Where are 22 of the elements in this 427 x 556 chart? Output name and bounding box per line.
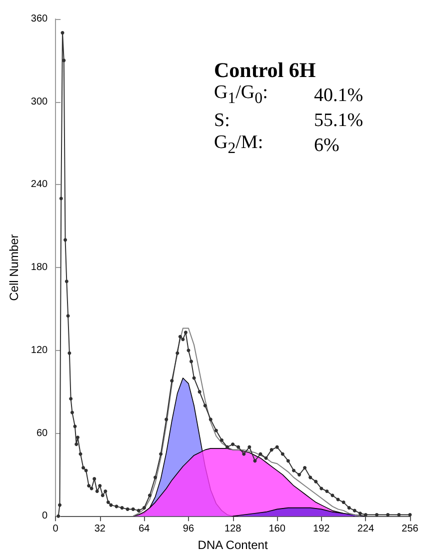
- x-tick-label: 224: [357, 524, 374, 535]
- text: S: 55.1%: [214, 110, 364, 131]
- x-tick-label: 256: [402, 524, 419, 535]
- y-tick-label: 240: [30, 179, 48, 190]
- x-tick-label: 192: [313, 524, 330, 535]
- x-tick-label: 96: [182, 524, 194, 535]
- text: Control 6H: [214, 58, 317, 82]
- x-tick-label: 32: [94, 524, 106, 535]
- x-tick-label: 128: [224, 524, 242, 535]
- y-tick-label: 180: [30, 262, 48, 274]
- y-tick-label: 60: [36, 428, 48, 439]
- x-tick-label: 160: [268, 524, 286, 535]
- x-tick-label: 64: [138, 524, 150, 535]
- y-tick-label: 120: [30, 344, 48, 356]
- x-axis-title: DNA Content: [198, 538, 268, 552]
- y-axis-title: Cell Number: [7, 234, 21, 301]
- y-tick-label: 300: [30, 96, 48, 108]
- text: G$_{1}$/G$_{0}$: 40.1%: [214, 82, 364, 107]
- y-tick-label: 0: [42, 510, 48, 522]
- x-tick-label: 0: [52, 524, 59, 535]
- text: G$_{2}$/M: 6%: [214, 132, 340, 157]
- y-tick-label: 360: [30, 14, 48, 24]
